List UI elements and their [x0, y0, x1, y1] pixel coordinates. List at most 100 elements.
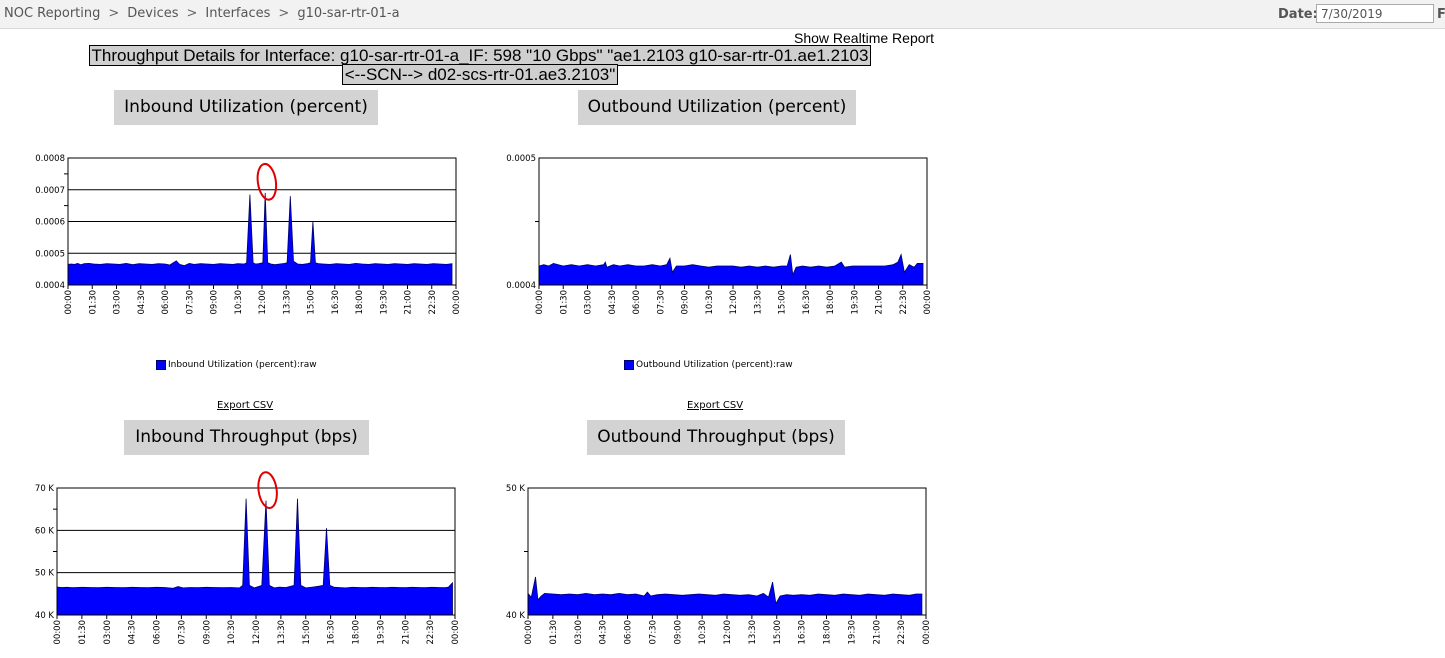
x-tick-label: 16:30 — [327, 620, 337, 645]
x-tick-label: 00:00 — [535, 290, 545, 315]
page-title: Throughput Details for Interface: g10-sa… — [11, 45, 949, 85]
breadcrumb: NOC Reporting > Devices > Interfaces > g10-sar… — [4, 6, 400, 21]
x-tick-label: 03:00 — [574, 620, 584, 645]
y-tick-label: 0.0007 — [35, 186, 65, 196]
x-tick-label: 12:00 — [723, 620, 733, 645]
breadcrumb-separator: > — [278, 6, 290, 21]
x-tick-label: 01:30 — [88, 290, 98, 315]
y-tick-label: 0.0005 — [35, 249, 65, 259]
y-tick-label: 0.0005 — [506, 154, 536, 164]
x-tick-label: 13:30 — [748, 620, 758, 645]
x-tick-label: 09:00 — [202, 620, 212, 645]
x-tick-label: 01:30 — [78, 620, 88, 645]
x-tick-label: 04:30 — [137, 290, 147, 315]
breadcrumb-interfaces[interactable]: Interfaces — [205, 6, 271, 21]
x-tick-label: 00:00 — [452, 290, 462, 315]
x-tick-label: 10:30 — [234, 290, 244, 315]
x-tick-label: 00:00 — [524, 620, 534, 645]
y-tick-label: 40 K — [506, 611, 526, 621]
legend-label: Inbound Utilization (percent):raw — [168, 360, 317, 370]
y-tick-label: 70 K — [35, 484, 55, 494]
plot-frame — [538, 157, 928, 286]
x-tick-label: 04:30 — [128, 620, 138, 645]
outbound-throughput-svg: 50 K40 K00:00 01:30 03:00 04:30 06:00 07:30 09… — [506, 484, 932, 645]
x-tick-label: 09:00 — [673, 620, 683, 645]
x-tick-label: 10:30 — [698, 620, 708, 645]
x-tick-label: 22:30 — [426, 620, 436, 645]
y-tick-label: 50 K — [506, 484, 526, 494]
x-tick-label: 12:00 — [729, 290, 739, 315]
series-area — [538, 253, 924, 286]
x-tick-label: 00:00 — [923, 290, 933, 315]
x-tick-label: 13:30 — [753, 290, 763, 315]
x-tick-label: 07:30 — [648, 620, 658, 645]
inbound-utilization-legend: Inbound Utilization (percent):raw — [156, 360, 317, 370]
x-tick-label: 04:30 — [608, 290, 618, 315]
y-tick-label: 0.0006 — [35, 218, 65, 228]
x-tick-label: 22:30 — [899, 290, 909, 315]
y-tick-label: 0.0008 — [35, 154, 65, 164]
export-csv-inbound-utilization[interactable]: Export CSV — [217, 400, 274, 411]
x-tick-label: 21:00 — [875, 290, 885, 315]
y-tick-label: 50 K — [35, 569, 55, 579]
inbound-throughput-svg: 70 K60 K50 K40 K00:00 01:30 03:00 04:30 06:0… — [35, 471, 461, 645]
edge-label: F — [1437, 7, 1445, 22]
y-tick-label: 40 K — [35, 611, 55, 621]
export-csv-outbound-utilization[interactable]: Export CSV — [687, 400, 744, 411]
legend-swatch — [624, 360, 634, 370]
x-tick-label: 04:30 — [599, 620, 609, 645]
x-tick-label: 03:00 — [113, 290, 123, 315]
x-tick-label: 16:30 — [331, 290, 341, 315]
x-tick-label: 06:00 — [161, 290, 171, 315]
outbound-utilization-title: Outbound Utilization (percent) — [578, 90, 856, 125]
x-tick-label: 22:30 — [428, 290, 438, 315]
x-tick-label: 03:00 — [584, 290, 594, 315]
x-tick-label: 00:00 — [451, 620, 461, 645]
inbound-utilization-chart: 0.0008 0.0007 0.0006 0.0005 0.0004 00:00 01:30… — [35, 154, 462, 318]
x-tick-label: 00:00 — [922, 620, 932, 645]
x-tick-label: 15:00 — [307, 290, 317, 315]
y-tick-label: 0.0004 — [506, 281, 536, 291]
x-tick-label: 13:30 — [282, 290, 292, 315]
page-title-line-2: <--SCN--> d02-scs-rtr-01.ae3.2103" — [341, 64, 619, 85]
x-tick-label: 18:00 — [826, 290, 836, 315]
x-tick-label: 07:30 — [656, 290, 666, 315]
series-area — [527, 576, 923, 616]
x-tick-label: 19:30 — [379, 290, 389, 315]
x-tick-label: 06:00 — [632, 290, 642, 315]
inbound-throughput-chart: 70 K 60 K 50 K 40 K 00:00 01:30 03:00 04:30 06:0… — [35, 471, 461, 648]
breadcrumb-separator: > — [186, 6, 198, 21]
y-tick-label: 0.0004 — [35, 281, 65, 291]
x-tick-label: 18:00 — [823, 620, 833, 645]
show-realtime-report-link[interactable]: Show Realtime Report — [794, 30, 935, 46]
y-tick-label: 60 K — [35, 526, 55, 536]
date-input[interactable] — [1316, 4, 1434, 23]
x-tick-label: 15:00 — [773, 620, 783, 645]
x-tick-label: 18:00 — [355, 290, 365, 315]
inbound-throughput-title: Inbound Throughput (bps) — [124, 420, 369, 455]
x-tick-label: 16:30 — [798, 620, 808, 645]
breadcrumb-devices[interactable]: Devices — [127, 6, 179, 21]
annotation-circle — [257, 471, 278, 509]
outbound-utilization-legend: Outbound Utilization (percent):raw — [624, 360, 793, 370]
annotation-circle — [256, 162, 278, 201]
x-tick-label: 13:30 — [277, 620, 287, 645]
x-tick-label: 12:00 — [252, 620, 262, 645]
x-tick-label: 07:30 — [185, 290, 195, 315]
series-area — [67, 192, 453, 286]
outbound-utilization-chart: 0.0005 0.0004 00:00 01:30 03:00 04:30 06:00 07:… — [506, 154, 933, 318]
x-tick-label: 00:00 — [53, 620, 63, 645]
date-label: Date: — [1278, 7, 1318, 22]
breadcrumb-separator: > — [108, 6, 120, 21]
breadcrumb-noc-reporting[interactable]: NOC Reporting — [4, 6, 101, 21]
inbound-utilization-title: Inbound Utilization (percent) — [114, 90, 378, 125]
x-tick-label: 00:00 — [64, 290, 74, 315]
x-tick-label: 15:00 — [302, 620, 312, 645]
x-tick-label: 21:00 — [872, 620, 882, 645]
x-tick-label: 01:30 — [549, 620, 559, 645]
x-tick-label: 06:00 — [153, 620, 163, 645]
x-tick-label: 16:30 — [802, 290, 812, 315]
breadcrumb-current-device: g10-sar-rtr-01-a — [297, 6, 400, 21]
